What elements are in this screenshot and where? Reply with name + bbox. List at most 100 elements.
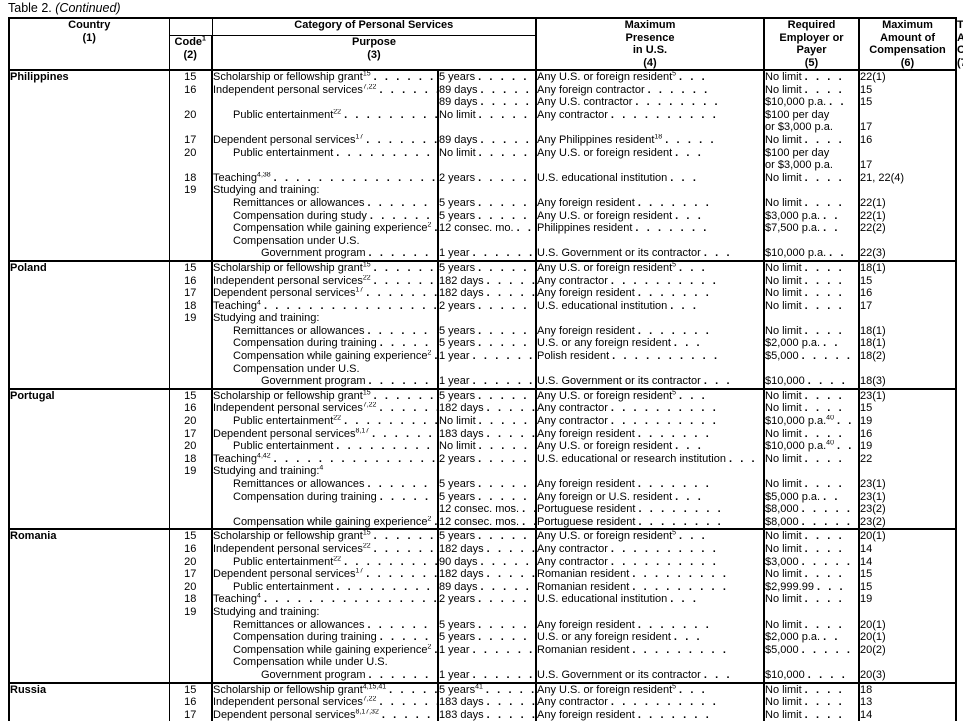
article-value: 18 <box>860 683 873 696</box>
cell-line: Teaching4,42. . . . . . . . . . . . . . … <box>213 453 437 466</box>
leader-dots: . . . . . . . <box>478 618 535 631</box>
article-value: 23(1) <box>860 490 886 503</box>
footnote-ref: 5 <box>672 683 677 690</box>
cell-line: $7,500 p.a.. . <box>765 222 841 235</box>
leader-dots: . . . <box>673 337 703 350</box>
leader-dots: . . . . <box>807 668 848 681</box>
code-value: 20 <box>184 108 197 121</box>
cell-line: Compensation during training. . . . . <box>233 631 431 644</box>
header-purpose: Purpose (3) <box>211 35 537 72</box>
required-employer-column: Any U.S. or foreign resident5. . . Any c… <box>535 528 765 684</box>
leader-dots: . . . . . . . . . . <box>610 274 719 287</box>
leader-dots: . . . <box>703 375 733 388</box>
code-column: 15 16 20 17 20 18 19 <box>168 528 213 684</box>
treaty-article-column: 22(1) 15 15 17 16 17 21, 22(4) 22(1) 22(1) 22(… <box>858 69 957 262</box>
table-caption-label: Table 2. <box>8 1 52 15</box>
leader-dots: . . . . . . . . . . <box>610 555 719 568</box>
leader-dots: . . . <box>679 530 708 543</box>
cell-line: Dependent personal services17. . . . . .… <box>213 568 437 581</box>
leader-dots: . . . <box>516 222 535 235</box>
leader-dots: . . . . . . <box>647 83 710 96</box>
leader-dots: . . . . . . . . <box>368 247 437 260</box>
cell-line: U.S. or any foreign resident. . . <box>537 631 703 644</box>
table-row: Romania 15 16 20 17 20 18 19 Scholarship or fel… <box>8 528 957 684</box>
leader-dots: . . . . . . . . <box>638 515 724 528</box>
leader-dots: . . . . . . . <box>366 287 437 300</box>
cell-line: No limit. . . . . . <box>439 440 535 453</box>
cell-line: Portuguese resident. . . . . . . . <box>537 503 724 516</box>
article-value: 22(1) <box>860 71 886 83</box>
leader-dots: . . . <box>670 593 699 606</box>
article-value: 15 <box>860 96 873 109</box>
cell-line: $5,000. . . . . <box>765 643 853 656</box>
leader-dots: . . . . . . . <box>478 196 535 209</box>
cell-line: U.S. Government or its contractor. . . <box>537 247 733 260</box>
cell-line: Compensation while gaining experience2. … <box>213 222 437 235</box>
cell-line: 89 days. . . . . . . <box>439 96 535 109</box>
article-value: 15 <box>860 83 873 96</box>
article-value: 16 <box>860 287 873 300</box>
leader-dots: . . . <box>675 440 704 453</box>
code-value: 15 <box>184 683 197 696</box>
cell-line: Studying and training:4 <box>213 465 324 478</box>
cell-line: Romanian resident. . . . . . . . . <box>537 643 729 656</box>
cell-line: Remittances or allowances. . . . . . <box>233 618 430 631</box>
leader-dots: . . . . . . . . . <box>632 580 729 593</box>
cell-line: Any U.S. or foreign resident5. . . <box>537 683 708 696</box>
leader-dots: . . . <box>670 299 699 312</box>
leader-dots: . . . . . . . <box>480 555 535 568</box>
max-presence-column: 5 years. . . . . . .182 days. . . . . . … <box>437 528 537 684</box>
leader-dots: . . . . . . . <box>637 427 712 440</box>
cell-line: Government program. . . . . . . . <box>213 669 437 682</box>
leader-dots: . . . <box>703 668 733 681</box>
article-value: 13 <box>860 696 873 709</box>
leader-dots: . . <box>823 222 841 235</box>
footnote-ref: 5 <box>672 261 677 269</box>
required-employer-column: Any U.S. or foreign resident5. . . Any c… <box>535 259 765 390</box>
code-column: 15 16 20 17 20 18 19 <box>168 69 213 262</box>
cell-line: 12 consec. mo.. . . <box>439 222 535 235</box>
footnote-ref: 17 <box>355 568 364 575</box>
leader-dots: . . <box>836 415 854 428</box>
cell-line: No limit. . . . <box>765 708 845 721</box>
leader-dots: . . . . . . . <box>381 708 437 721</box>
cell-line: No limit. . . . <box>765 593 845 606</box>
leader-dots: . . . <box>679 683 708 696</box>
footnote-ref: 40 <box>826 440 834 447</box>
cell-line: Studying and training: <box>213 184 320 197</box>
max-presence-column: 5 years41. . . . . . .183 days. . . . . … <box>437 681 537 721</box>
cell-line: 182 days. . . . . . <box>439 568 535 581</box>
cell-line: Public entertainment. . . . . . . . . <box>233 146 433 159</box>
cell-line: 1 year. . . . . . . <box>439 669 535 682</box>
cell-line: 5 years. . . . . . . <box>439 337 535 350</box>
leader-dots: . . <box>829 96 847 109</box>
cell-line: Public entertainment22. . . . . . . . . <box>213 109 437 122</box>
cell-line: No limit. . . . <box>765 324 845 337</box>
cell-line: $100 per day <box>765 146 830 159</box>
code-value: 20 <box>184 415 197 428</box>
cell-line: Any U.S. or foreign resident. . . <box>537 440 704 453</box>
cell-line: No limit. . . . <box>765 83 845 96</box>
leader-dots: . . . . . . . <box>478 171 535 184</box>
cell-line: No limit. . . . <box>765 568 845 581</box>
article-value: 17 <box>860 299 873 312</box>
table-body: Philippines 15 16 20 17 20 18 19 Scholarship… <box>8 69 957 721</box>
cell-line: 182 days. . . . . . <box>439 402 535 415</box>
leader-dots: . . . . . . . . <box>368 375 437 388</box>
leader-dots: . . . <box>816 580 846 593</box>
leader-dots: . . . . . . . <box>478 71 535 83</box>
table-row: Poland 15 16 17 18 19 Scholarship or fellowsh… <box>8 259 957 390</box>
cell-line: Any U.S. or foreign resident5. . . <box>537 261 708 274</box>
cell-line: 2 years. . . . . . . <box>439 172 535 185</box>
leader-dots: . . . . . . <box>369 209 433 222</box>
leader-dots: . . . . . . <box>373 530 436 543</box>
article-value: 22(3) <box>860 247 886 260</box>
cell-line: 182 days. . . . . . <box>439 543 535 556</box>
tax-treaty-table: Country (1) Category of Personal Service… <box>8 17 963 721</box>
leader-dots: . . . . . <box>665 133 717 146</box>
footnote-ref: 4,42 <box>257 452 271 460</box>
cell-line: Scholarship or fellowship grant15. . . .… <box>213 389 436 402</box>
leader-dots: . . . . . <box>379 490 431 503</box>
cell-line: or $3,000 p.a. <box>765 121 833 134</box>
article-value: 21, 22(4) <box>860 171 905 184</box>
